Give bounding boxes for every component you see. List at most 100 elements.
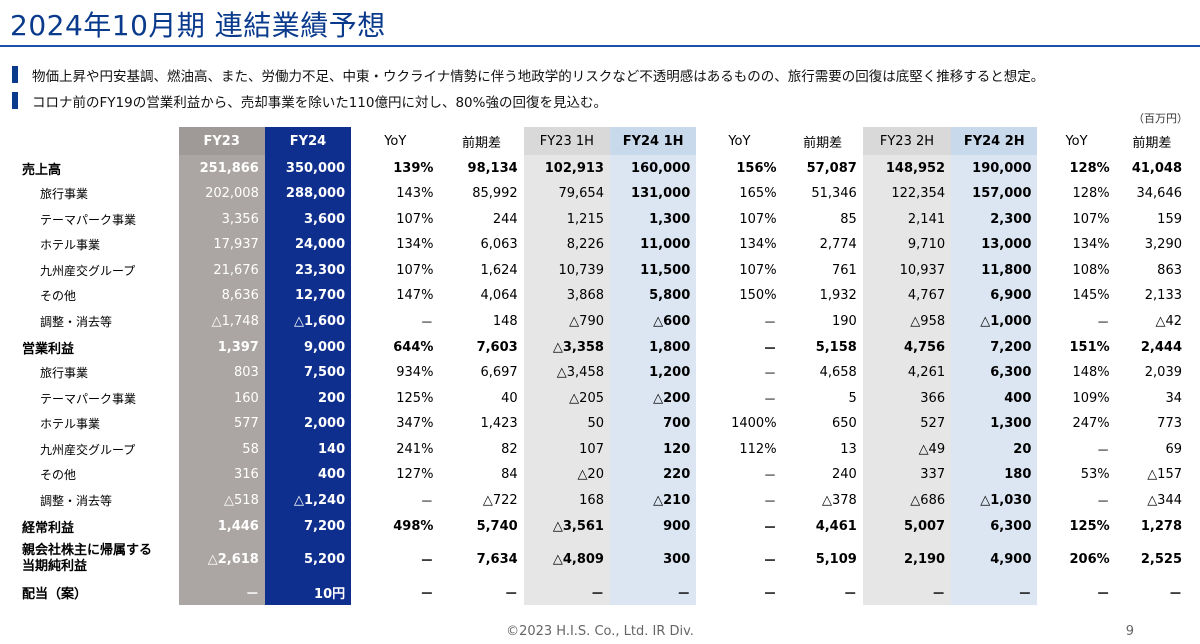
table-cell: － [763, 392, 777, 408]
row-label: 調整・消去等 [40, 493, 113, 508]
footer-copyright: ©2023 H.I.S. Co., Ltd. IR Div. [506, 624, 694, 639]
table-row: 旅行事業 803 7,500 934% 6,697 △3,458 1,200 － 4,658 4,… [12, 360, 1188, 386]
table-cell: 17,937 [178, 232, 265, 258]
table-row: ホテル事業 17,937 24,000 134% 6,063 8,226 11,000 134… [12, 232, 1188, 258]
table-cell: － [763, 520, 777, 536]
table-cell: 122,354 [862, 181, 952, 207]
table-cell: 202,008 [178, 181, 265, 207]
table-cell: 107 [523, 436, 610, 462]
table-cell: 13,000 [951, 232, 1038, 258]
table-cell: 82 [501, 441, 518, 457]
forecast-table: FY23 FY24 YoY 前期差 FY23 1H FY24 1H YoY 前期差 FY23 2… [12, 127, 1188, 605]
table-cell: 400 [951, 385, 1038, 411]
table-cell: 4,064 [480, 288, 518, 304]
column-header: 前期差 [803, 135, 843, 151]
table-cell: 10円 [264, 579, 352, 605]
row-label: 旅行事業 [40, 366, 89, 381]
table-cell: 2,141 [862, 206, 952, 232]
table-cell: △1,600 [264, 308, 352, 334]
table-cell: － [178, 579, 265, 605]
table-cell: 128% [1072, 186, 1110, 202]
table-cell: 148 [492, 313, 518, 329]
table-cell: 107% [739, 262, 777, 278]
table-cell: 159 [1157, 211, 1182, 227]
bullet-text-2: コロナ前のFY19の営業利益から、売却事業を除いた110億円に対し、80%強の回… [32, 95, 607, 111]
table-cell: 498% [393, 518, 434, 534]
table-cell: － [763, 586, 777, 602]
table-cell: 5,158 [815, 339, 857, 355]
table-cell: 41,048 [1131, 160, 1182, 176]
table-cell: 200 [264, 385, 352, 411]
table-cell: 900 [609, 513, 697, 539]
table-cell: 139% [393, 160, 434, 176]
table-cell: 127% [396, 467, 434, 483]
table-cell: 1,800 [609, 334, 697, 360]
table-cell: 1,624 [480, 262, 518, 278]
table-cell: 240 [831, 467, 857, 483]
table-cell: 107% [396, 262, 434, 278]
page-title: 2024年10月期 連結業績予想 [10, 9, 386, 42]
table-cell: 8,636 [178, 283, 265, 309]
table-cell: 6,300 [951, 513, 1038, 539]
table-cell: 206% [1069, 551, 1110, 567]
table-cell: 2,444 [1140, 339, 1182, 355]
table-cell: 2,774 [819, 237, 857, 253]
table-row: 親会社株主に帰属する 当期純利益 △2,618 5,200 － 7,634 △4,809 3… [12, 539, 1188, 579]
table-cell: 1,397 [178, 334, 265, 360]
table-cell: 7,603 [476, 339, 518, 355]
table-row: 旅行事業 202,008 288,000 143% 85,992 79,654 131,00… [12, 181, 1188, 207]
column-header: YoY [384, 133, 407, 149]
table-cell: － [420, 586, 434, 602]
table-cell: 85 [840, 211, 857, 227]
table-cell: 151% [1069, 339, 1110, 355]
table-cell: 288,000 [264, 181, 352, 207]
table-cell: 24,000 [264, 232, 352, 258]
table-cell: 84 [501, 467, 518, 483]
table-cell: 1,932 [819, 288, 857, 304]
table-cell: △157 [1147, 467, 1182, 483]
table-cell: 69 [1165, 441, 1182, 457]
unit-label: （百万円） [1133, 112, 1188, 125]
table-cell: 21,676 [178, 257, 265, 283]
table-cell: － [1168, 586, 1182, 602]
table-cell: 316 [178, 462, 265, 488]
row-label: 九州産交グループ [40, 442, 136, 457]
column-header: FY23 1H [523, 127, 610, 155]
table-cell: 650 [831, 416, 857, 432]
row-label: 配当（案） [22, 586, 88, 602]
table-cell: 140 [264, 436, 352, 462]
table-cell: 220 [609, 462, 697, 488]
table-cell: △3,561 [523, 513, 610, 539]
bullet-marker-2 [12, 92, 18, 109]
table-cell: 4,461 [815, 518, 857, 534]
table-cell: 247% [1072, 416, 1110, 432]
table-cell: 5,800 [609, 283, 697, 309]
table-cell: － [504, 586, 518, 602]
table-cell: 34,646 [1136, 186, 1183, 202]
column-header: FY24 1H [609, 127, 697, 155]
table-cell: 107% [1072, 211, 1110, 227]
column-header: FY23 2H [862, 127, 952, 155]
table-cell: － [1096, 315, 1110, 331]
table-cell: 527 [862, 411, 952, 437]
column-header: FY24 [264, 127, 352, 155]
table-row: 調整・消去等 △1,748 △1,600 － 148 △790 △600 － 190 △958 △1… [12, 308, 1188, 334]
table-cell: － [843, 586, 857, 602]
row-label: テーマパーク事業 [40, 391, 137, 406]
table-cell: 4,767 [862, 283, 952, 309]
table-cell: △49 [862, 436, 952, 462]
table-cell: 1,300 [609, 206, 697, 232]
table-cell: － [862, 579, 952, 605]
table-cell: 143% [396, 186, 434, 202]
table-cell: 168 [523, 487, 610, 513]
table-cell: 244 [492, 211, 518, 227]
table-cell: △4,809 [523, 539, 610, 579]
table-cell: △790 [523, 308, 610, 334]
table-cell: － [763, 315, 777, 331]
table-cell: 79,654 [523, 181, 610, 207]
column-header: FY23 [178, 127, 265, 155]
table-cell: － [420, 494, 434, 510]
table-cell: 6,900 [951, 283, 1038, 309]
table-cell: 23,300 [264, 257, 352, 283]
table-cell: 160 [178, 385, 265, 411]
